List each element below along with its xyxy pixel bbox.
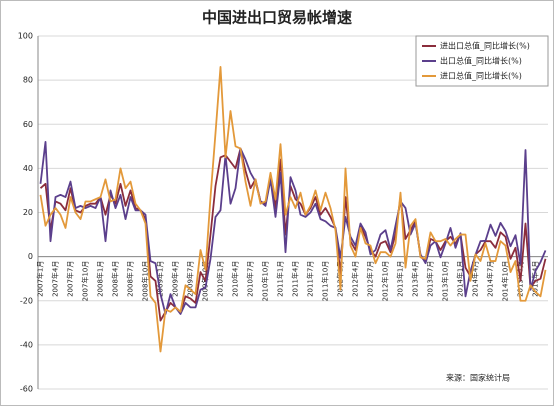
y-tick-label: 100 (18, 32, 33, 41)
x-tick-label: 2009年1月 (156, 261, 165, 297)
series-line (39, 65, 547, 353)
x-tick-label: 2007年1月 (36, 261, 45, 297)
x-tick-label: 2013年4月 (411, 261, 420, 297)
x-tick-label: 2007年7月 (66, 261, 75, 297)
x-tick-label: 2008年7月 (126, 261, 135, 297)
chart-title: 中国进出口贸易帐增速 (202, 9, 352, 27)
series-line (39, 141, 547, 315)
x-tick-label: 2011年4月 (291, 261, 300, 297)
x-tick-label: 2010年1月 (216, 261, 225, 297)
x-tick-label: 2013年7月 (426, 261, 435, 297)
legend-label: 进口总值_同比增长(%) (440, 71, 522, 81)
x-tick-label: 2014年1月 (456, 261, 465, 297)
y-tick-label: -60 (20, 385, 33, 394)
x-tick-label: 2007年10月 (81, 261, 90, 302)
x-tick-label: 2014年4月 (471, 261, 480, 297)
y-tick-label: 80 (23, 76, 33, 85)
x-tick-label: 2013年1月 (396, 261, 405, 297)
x-tick-label: 2012年4月 (351, 261, 360, 297)
y-tick-label: 40 (23, 164, 33, 173)
x-tick-label: 2011年7月 (306, 261, 315, 297)
x-tick-label: 2008年10月 (141, 261, 150, 302)
x-tick-label: 2009年7月 (186, 261, 195, 297)
x-tick-label: 2008年1月 (96, 261, 105, 297)
y-tick-label: 20 (23, 208, 33, 217)
x-tick-label: 2012年7月 (366, 261, 375, 297)
x-tick-label: 2013年10月 (441, 261, 450, 302)
legend-box (415, 35, 549, 87)
x-tick-label: 2014年7月 (486, 261, 495, 297)
x-tick-label: 2011年1月 (276, 261, 285, 297)
y-tick-label: 60 (23, 120, 33, 129)
x-tick-label: 2009年4月 (171, 261, 180, 297)
x-tick-label: 2011年10月 (321, 261, 330, 302)
x-tick-label: 2014年10月 (501, 261, 510, 302)
x-tick-label: 2012年10月 (381, 261, 390, 302)
y-tick-label: 0 (28, 252, 33, 261)
legend-label: 出口总值_同比增长(%) (440, 56, 522, 66)
x-tick-label: 2015年4月 (531, 261, 540, 297)
x-tick-label: 2010年4月 (231, 261, 240, 297)
x-tick-label: 2010年7月 (246, 261, 255, 297)
source-note: 来源：国家统计局 (446, 373, 510, 383)
y-tick-label: -40 (20, 340, 33, 349)
y-tick-label: -20 (20, 296, 33, 305)
x-tick-label: 2007年4月 (51, 261, 60, 297)
x-tick-label: 2010年10月 (261, 261, 270, 302)
legend-label: 进出口总值_同比增长(%) (440, 41, 530, 51)
x-tick-label: 2008年4月 (111, 261, 120, 297)
